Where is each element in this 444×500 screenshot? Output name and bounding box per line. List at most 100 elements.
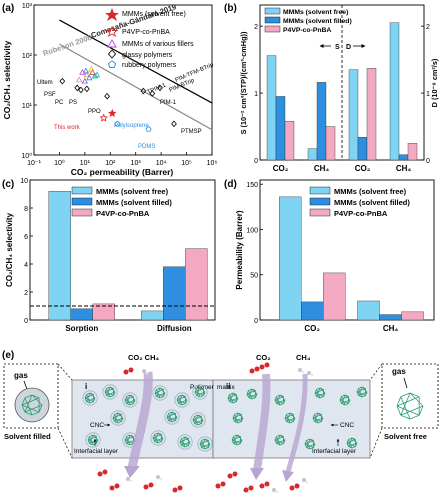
cnc-i-rod (176, 399, 179, 404)
cnc-i-rod (156, 396, 161, 399)
cnc-i-rod (104, 391, 107, 396)
co2-molecule-part (148, 482, 154, 488)
ch4-molecule (307, 371, 311, 375)
point-triangle (76, 76, 83, 83)
inset-right-cnc-rod (396, 396, 420, 407)
cnc-ii-rod (348, 437, 353, 447)
cnc-ii-rod (227, 397, 237, 402)
inset-right-cnc-rod (400, 392, 411, 398)
cnc-i-rod (176, 399, 186, 404)
cnc-i-rod (199, 440, 202, 445)
cnc-ii-rod (279, 443, 284, 446)
co2-molecule-part (114, 483, 120, 489)
point-diamond (104, 92, 110, 100)
cnc-ii-rod (339, 399, 342, 404)
cnc-i-rod (168, 411, 173, 414)
cnc-ii-rod (234, 421, 239, 424)
panel-b-section-arrows: S D (319, 44, 366, 51)
co2-molecule (259, 483, 265, 489)
panel-c-frame (29, 179, 216, 321)
tick-label-d: 150 (246, 182, 258, 189)
panel-b-ylabel-right: D (10⁻⁸ cm²/s) (430, 58, 439, 107)
cnc-particles (82, 384, 368, 452)
ch4-molecule (272, 488, 276, 492)
inset-right-cnc-rod (400, 392, 411, 416)
cnc-i-rod (184, 436, 191, 443)
inset-right-cnc-rod (418, 405, 424, 416)
inset-right-link-top (369, 363, 383, 381)
cnc-i-rod (104, 388, 107, 393)
cnc-i-rod (196, 395, 201, 398)
flow-arrowhead-ii-ch4 (282, 470, 294, 482)
cnc-ii-rod (279, 394, 286, 401)
cnc-i-rod (89, 436, 94, 446)
cnc-i-rod (124, 396, 127, 401)
cnc-i-rod (114, 414, 119, 424)
cnc-ii-rod (356, 388, 359, 393)
cnc-i-rod (194, 414, 199, 417)
legend-c-0: MMMs (solvent free) (96, 187, 169, 196)
cnc-i-rod (152, 437, 155, 442)
cnc-i-rod (159, 387, 164, 390)
cnc-ii-rod (236, 443, 241, 446)
cnc-i-rod (126, 394, 131, 404)
cnc-ii-rod (248, 388, 253, 391)
cnc-i-rod (194, 416, 199, 426)
bar-b (407, 143, 418, 161)
cnc-i-rod (179, 441, 182, 446)
legend-c-1: MMMs (solvent filled) (96, 198, 172, 207)
cnc-i-rod (197, 423, 202, 426)
panel-a-bounds (59, 19, 213, 131)
cnc-i-halo (190, 412, 206, 428)
cnc-i-rod (124, 436, 127, 441)
panel-b-bars: CO₂ CH₄ CO₂ CH₄ (266, 22, 418, 173)
bar-b (348, 69, 359, 161)
point-diamond (74, 84, 81, 92)
inset-right-cnc-rod (409, 392, 424, 407)
tick-label-d: 50 (250, 273, 258, 280)
cnc-i-rod (87, 436, 97, 441)
cnc-i-rod (117, 412, 122, 415)
inset-right-cnc-rod (409, 414, 420, 420)
ch4-molecule-part (310, 373, 314, 377)
label-co2: CO₂ (256, 353, 271, 362)
cnc-i-rod (152, 434, 155, 439)
cnc-ii-rod (274, 436, 284, 441)
panel-d-legend: MMMs (solvent free) MMMs (solvent filled… (309, 186, 410, 218)
cnc-i-rod (124, 439, 134, 444)
panel-b-ylabel-left: S (10⁻² cm³(STP)/(cm³·cmHg)) (239, 31, 248, 134)
panel-c-label: (c) (2, 179, 14, 190)
cnc-i-rod (124, 399, 134, 404)
cnc-ii-rod (229, 392, 234, 402)
inset-right-cnc-rod (400, 414, 411, 420)
cnc-i-rod (114, 412, 119, 415)
inset-left-cnc-rod (31, 411, 40, 416)
annot-ps: PS (69, 100, 77, 106)
tick-label-x: 10³ (131, 160, 142, 167)
cnc-ii-rod (356, 391, 366, 396)
label-co2-ch4: CO₂ CH₄ (128, 353, 159, 362)
upper-bound-line-0 (59, 19, 213, 104)
cnc-i-rod (181, 394, 188, 401)
cnc-ii-rod (233, 434, 238, 437)
cnc-ii-rod (227, 394, 230, 399)
ch4-molecule-part (275, 490, 279, 494)
cnc-ii-rod (344, 394, 349, 397)
tick-label-c: 8 (24, 206, 28, 213)
point-triangle (91, 72, 99, 79)
cnc-ii-rod (306, 438, 311, 441)
point-diamond (157, 84, 163, 92)
inset-left-cnc-rod (24, 397, 33, 416)
cnc-ii-rod (246, 390, 256, 395)
bar-d (323, 272, 346, 321)
cnc-ii-rod (276, 443, 281, 446)
cnc-ii-rod (279, 394, 284, 397)
bar-b (307, 148, 318, 161)
cnc-i-rod (126, 434, 131, 437)
cnc-ii-rod (229, 401, 234, 404)
cnc-i-rod (109, 386, 116, 393)
cnc-i-rod (166, 416, 176, 421)
legend-d-0: MMMs (solvent free) (334, 187, 407, 196)
cnc-i-rod (156, 387, 161, 397)
legend-d-swatch-0 (309, 186, 331, 195)
